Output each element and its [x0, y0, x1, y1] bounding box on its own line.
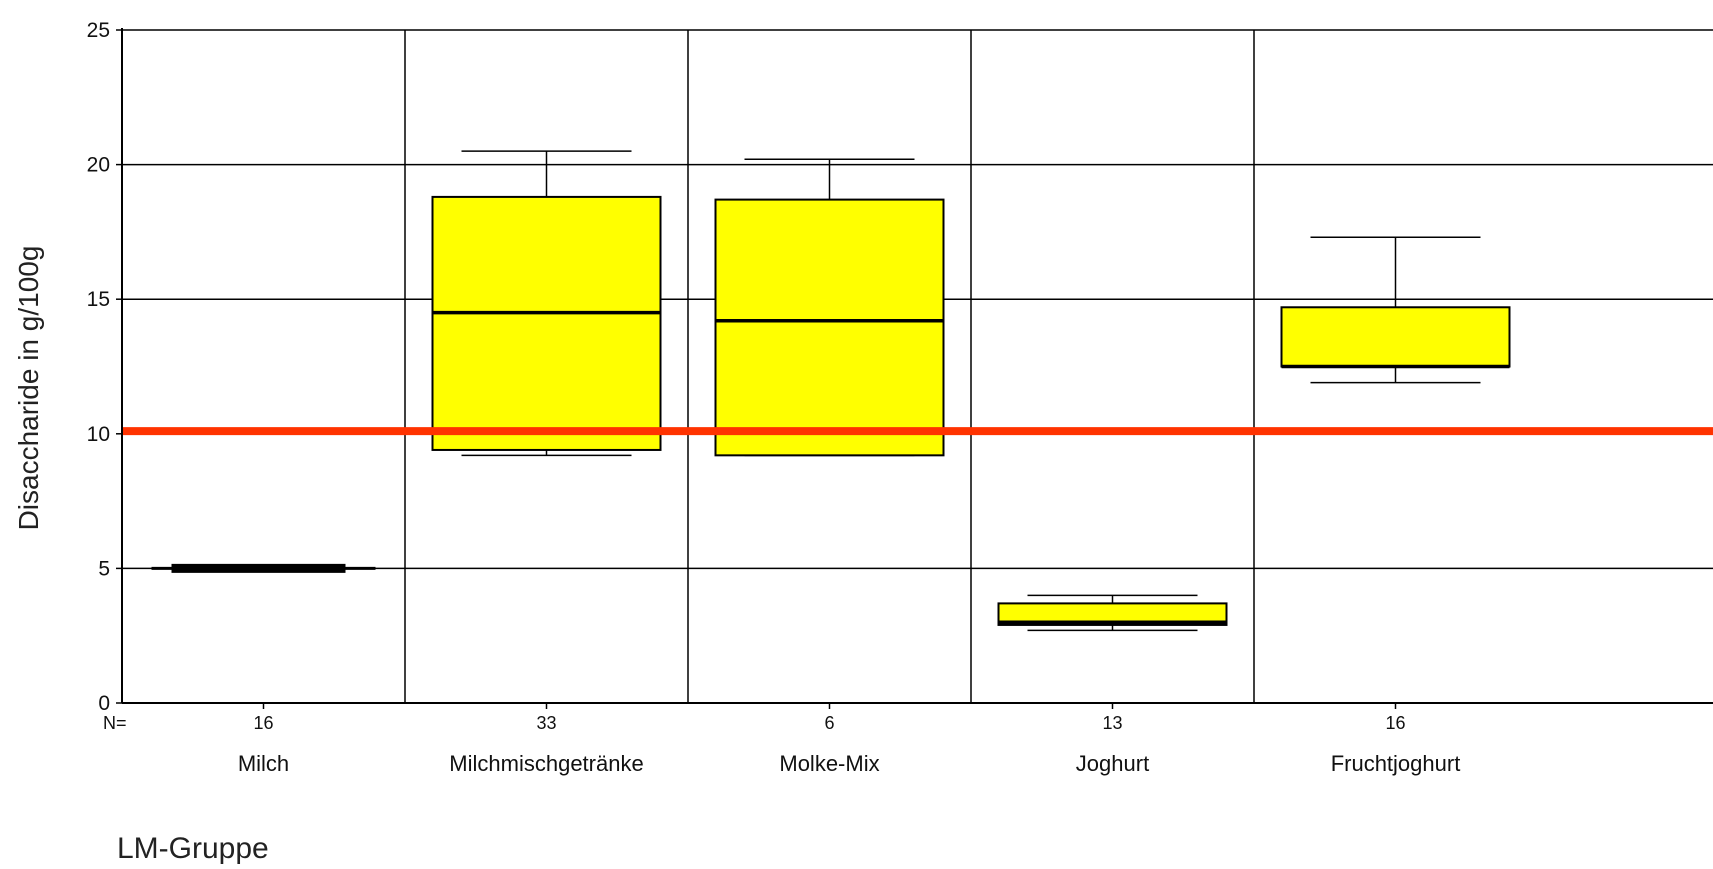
y-tick-label-0: 0 [98, 692, 110, 715]
category-label-Milch: Milch [238, 751, 289, 776]
category-label-Fruchtjoghurt: Fruchtjoghurt [1331, 751, 1461, 776]
axes [116, 28, 1713, 709]
box-body-Joghurt [997, 602, 1228, 626]
n-prefix: N= [103, 713, 127, 733]
category-label-Milchmischgetränke: Milchmischgetränke [449, 751, 643, 776]
boxes [151, 150, 1511, 632]
category-label-Joghurt: Joghurt [1076, 751, 1149, 776]
box-body-Milchmischgetränke [431, 195, 662, 451]
y-tick-label-20: 20 [87, 154, 110, 177]
box-Joghurt [997, 594, 1228, 632]
n-label-Molke-Mix: 6 [824, 713, 834, 733]
box-body-Fruchtjoghurt [1280, 306, 1511, 368]
n-label-Fruchtjoghurt: 16 [1385, 713, 1405, 733]
box-Molke-Mix [714, 158, 945, 457]
box-Fruchtjoghurt [1280, 236, 1511, 384]
n-label-Joghurt: 13 [1102, 713, 1122, 733]
y-tick-label-15: 15 [87, 288, 110, 311]
x-axis-label: LM-Gruppe [117, 832, 269, 865]
box-Milchmischgetränke [431, 150, 662, 457]
y-tick-label-10: 10 [87, 423, 110, 446]
tick-labels: 0 5 10 15 20 25 N= 16 Milch 33 Milchmischgetränke 6… [87, 19, 1461, 776]
y-axis-label: Disaccharide in g/100g [13, 246, 44, 531]
n-label-Milchmischgetränke: 33 [536, 713, 556, 733]
y-tick-label-25: 25 [87, 19, 110, 42]
n-label-Milch: 16 [253, 713, 273, 733]
category-label-Molke-Mix: Molke-Mix [779, 751, 879, 776]
box-body-Molke-Mix [714, 198, 945, 457]
y-tick-label-5: 5 [98, 557, 110, 580]
